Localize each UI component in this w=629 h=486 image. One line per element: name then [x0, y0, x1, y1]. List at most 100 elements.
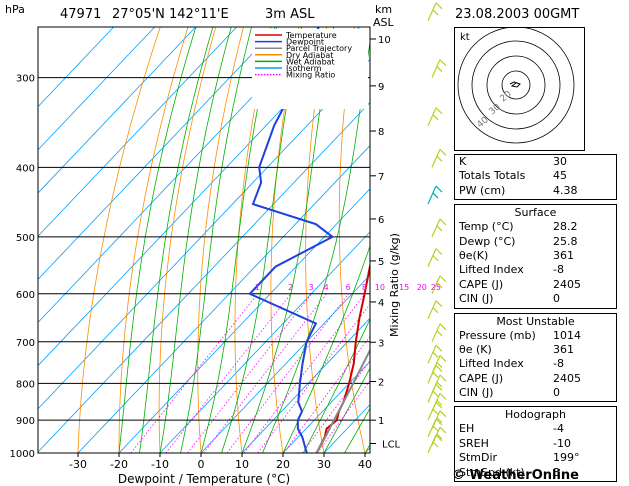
hodograph-stat-value: 199°: [553, 451, 580, 465]
most-unstable-value: 0: [553, 386, 560, 400]
surface-value: 0: [553, 292, 560, 306]
most-unstable-label: Pressure (mb): [459, 328, 536, 342]
hodograph-stat-row: StmSpd (kt) 3: [455, 466, 616, 480]
hodograph-ring: [471, 40, 561, 130]
mixing-ratio-label: 10: [375, 283, 385, 292]
isotherm-line: [159, 231, 370, 453]
temperature-profile: [315, 262, 370, 453]
km-tick-label: 8: [378, 127, 384, 138]
isotherm-line: [38, 27, 196, 194]
dry-adiabat-line: [234, 27, 272, 453]
wet-adiabat-line: [303, 318, 370, 453]
km-tick-label: 3: [378, 338, 384, 349]
wind-barb: [431, 59, 447, 78]
pressure-tick-label: 500: [16, 233, 35, 244]
mixing-ratio-label: 20: [417, 283, 427, 292]
x-tick-label: 10: [235, 458, 249, 471]
hpa-axis-label: hPa: [5, 3, 25, 16]
wind-barb: [427, 2, 443, 22]
km-tick-label: 6: [378, 215, 384, 226]
pressure-tick-label: 600: [16, 290, 35, 301]
wind-barb: [431, 218, 447, 238]
surface-label: Temp (°C): [459, 220, 514, 234]
isotherm-line: [38, 27, 237, 237]
hodograph-ring: [457, 27, 575, 144]
pressure-tick-label: 300: [16, 74, 35, 85]
most-unstable-row: θe (K) 361: [455, 343, 616, 357]
km-tick-label: 5: [378, 257, 384, 268]
x-tick-label: -10: [151, 458, 169, 471]
wet-adiabat-line: [139, 27, 214, 453]
hodograph-ring: [501, 70, 531, 100]
mixing-ratio-line: [257, 303, 370, 453]
km-tick-label: 9: [378, 82, 384, 93]
pressure-tick-label: 800: [16, 379, 35, 390]
surface-label: θe(K): [459, 248, 489, 262]
wet-adiabat-line: [344, 407, 370, 453]
surface-row: CAPE (J) 2405: [455, 278, 616, 292]
isotherm-line: [38, 27, 319, 324]
index-pw-value: 4.38: [553, 183, 578, 197]
station-location: 27°05'N 142°11'E: [112, 7, 229, 22]
dewpoint-profile: [248, 27, 335, 453]
index-label: Totals Totals: [459, 169, 526, 183]
dry-adiabat-line: [77, 27, 161, 453]
hodograph-stat-label: StmDir: [459, 451, 498, 465]
wind-barb: [427, 344, 443, 364]
dry-adiabat-line: [270, 27, 300, 453]
most-unstable-value: -8: [553, 357, 564, 371]
dry-adiabat-line: [338, 27, 366, 453]
stability-indices-box: K 30 Totals Totals 45 PW (cm) 4.38: [454, 154, 617, 201]
dry-adiabat-line: [158, 27, 217, 453]
surface-row: CIN (J) 0: [455, 292, 616, 306]
wind-barb: [427, 300, 443, 319]
km-tick-label: 1: [378, 416, 384, 427]
most-unstable-label: θe (K): [459, 342, 492, 356]
wind-barb: [431, 323, 447, 343]
wind-barb: [431, 148, 447, 168]
surface-label: Dewp (°C): [459, 234, 516, 248]
mixing-ratio-label: 1: [255, 283, 260, 292]
surface-title: Surface: [514, 206, 557, 220]
sounding-datetime: 23.08.2003 00GMT: [455, 7, 580, 22]
x-tick-label: 40: [358, 458, 372, 471]
x-tick-label: 0: [198, 458, 205, 471]
parcel-trajectory-profile: [315, 348, 370, 453]
mixing-ratio-line: [130, 293, 259, 453]
isotherm-line: [77, 145, 370, 453]
isotherm-line: [118, 188, 370, 453]
surface-box: Surface Temp (°C) 28.2 Dewp (°C) 25.8 θe(K) 3…: [454, 204, 617, 309]
surface-label: CIN (J): [459, 292, 494, 306]
mixing-ratio-label: 15: [399, 283, 409, 292]
wind-barb: [431, 410, 447, 429]
mixing-ratio-label: 2: [288, 283, 293, 292]
wind-barb: [427, 185, 443, 205]
surface-value: 28.2: [553, 220, 578, 234]
hodograph-stat-value: 3: [553, 465, 560, 479]
hodograph-stat-value: -10: [553, 436, 571, 450]
hodograph-stats-title: Hodograph: [505, 408, 566, 422]
most-unstable-label: CIN (J): [459, 386, 494, 400]
hodograph-stat-row: StmDir 199°: [455, 451, 616, 465]
km-tick-label: 7: [378, 172, 384, 183]
mixing-ratio-axis-title: Mixing Ratio (g/kg): [388, 233, 401, 337]
index-tt-value: 45: [553, 169, 567, 183]
mixing-ratio-line: [243, 293, 366, 453]
isotherm-line: [38, 27, 155, 151]
surface-row: Temp (°C) 28.2: [455, 220, 616, 234]
legend-label: Parcel Trajectory: [286, 44, 352, 53]
isotherm-line: [38, 101, 370, 453]
wet-adiabat-line: [200, 27, 276, 453]
legend-label: Wet Adiabat: [286, 57, 335, 66]
surface-value: -8: [553, 263, 564, 277]
km-tick-label: 2: [378, 377, 384, 388]
index-label: PW (cm): [459, 183, 506, 197]
x-tick-label: -20: [110, 458, 128, 471]
hodograph-stat-label: StmSpd (kt): [459, 465, 525, 479]
most-unstable-value: 2405: [553, 371, 581, 385]
surface-label: Lifted Index: [459, 263, 524, 277]
pressure-tick-label: 1000: [10, 449, 35, 460]
index-k-value: 30: [553, 155, 567, 168]
surface-row: θe(K) 361: [455, 249, 616, 263]
